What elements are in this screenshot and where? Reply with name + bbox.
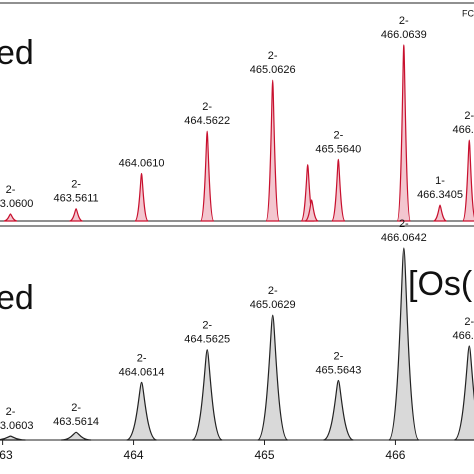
peak (191, 349, 223, 441)
peak-charge-label: 2- (333, 129, 343, 141)
peak (433, 204, 447, 222)
peak-mass-label: 466.3405 (417, 189, 463, 201)
peak (396, 44, 411, 222)
peak-charge-label: 2- (464, 110, 474, 122)
peak-charge-label: 2- (399, 218, 409, 230)
peak (69, 208, 83, 222)
peak-mass-label: 463.0603 (0, 420, 33, 432)
peak-charge-label: 2- (268, 285, 278, 297)
peak-charge-label: 2- (137, 352, 147, 364)
peak-mass-label: 466.56 (452, 330, 474, 342)
peak-charge-label: 2- (202, 101, 212, 113)
peak-mass-label: 466.56 (452, 124, 474, 136)
annotation: [Os( (408, 265, 473, 303)
peak-charge-label: 2- (268, 50, 278, 62)
peak-charge-label: 2- (399, 15, 409, 27)
peak-mass-label: 465.0629 (250, 299, 296, 311)
peak-charge-label: 2- (202, 320, 212, 332)
peak-charge-label: 2- (333, 350, 343, 362)
peak-mass-label: 464.5625 (184, 334, 230, 346)
peak-charge-label: 2- (6, 184, 16, 196)
peak-mass-label: 464.0614 (119, 366, 165, 378)
peak-charge-label: 1- (435, 175, 445, 187)
peak (134, 172, 149, 222)
peak (257, 314, 289, 441)
peak (323, 379, 354, 441)
x-tick-label: 463 (0, 448, 13, 462)
peak-mass-label: 465.0626 (250, 64, 296, 76)
peak (126, 381, 157, 441)
x-tick-label: 465 (254, 448, 274, 462)
peak-mass-label: 465.5640 (315, 143, 361, 155)
peak-mass-label: 466.0639 (381, 29, 427, 41)
peak-mass-label: 465.5643 (315, 364, 361, 376)
panel-title: ed (0, 34, 34, 72)
peak-mass-label: 463.0600 (0, 198, 33, 210)
peak-charge-label: 2- (71, 402, 81, 414)
peak-mass-label: 463.5611 (54, 193, 99, 205)
peak-charge-label: 2- (6, 406, 16, 418)
peak-mass-label: 463.5614 (53, 416, 99, 428)
peak (61, 431, 92, 441)
peak (462, 139, 474, 222)
peak (331, 158, 346, 222)
peak-charge-label: 2- (464, 316, 474, 328)
peak-mass-label: 464.0610 (119, 157, 165, 169)
peak (304, 199, 319, 222)
peak-charge-label: 2- (71, 179, 81, 191)
peak (388, 247, 420, 441)
peak (265, 79, 280, 222)
x-tick-label: 464 (124, 448, 144, 462)
x-tick-label: 466 (385, 448, 405, 462)
annotation: FC (462, 8, 474, 18)
peak (453, 345, 474, 441)
peak (3, 213, 18, 222)
peak-mass-label: 464.5622 (184, 115, 230, 127)
peak (199, 130, 215, 222)
peak (0, 435, 26, 441)
peak-mass-label: 466.0642 (381, 232, 427, 244)
panel-title: ed (0, 279, 34, 317)
